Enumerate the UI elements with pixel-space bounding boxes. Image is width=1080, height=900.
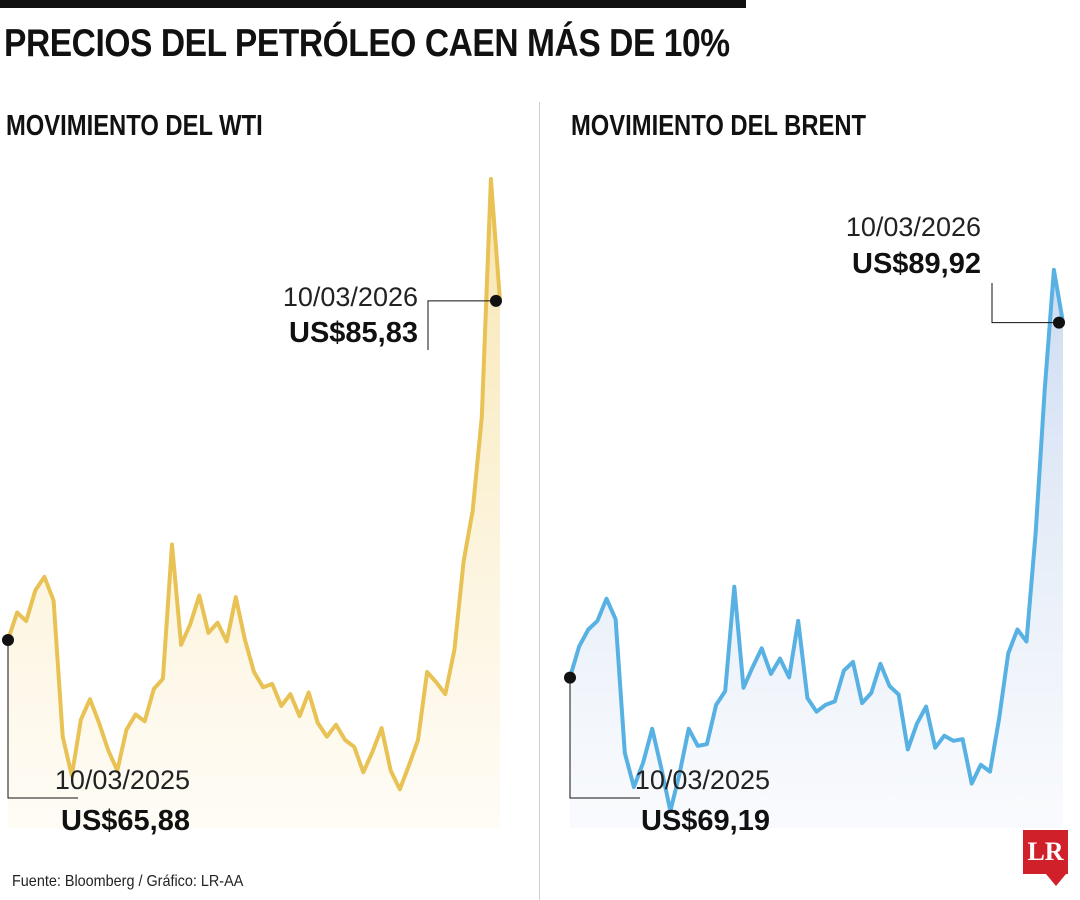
brent-start-leader	[569, 677, 640, 799]
brent-start-marker	[564, 671, 576, 684]
brent-start-date: 10/03/2025	[635, 765, 770, 795]
page-title: PRECIOS DEL PETRÓLEO CAEN MÁS DE 10%	[4, 22, 730, 65]
wti-end-marker	[490, 294, 502, 307]
brent-start-value: US$69,19	[641, 805, 770, 837]
wti-start-marker	[2, 634, 14, 647]
wti-start-leader	[7, 640, 78, 799]
top-rule	[0, 0, 746, 8]
wti-start-value: US$65,88	[61, 805, 190, 837]
lr-logo: LR	[1023, 830, 1068, 874]
wti-end-value: US$85,83	[289, 317, 418, 349]
wti-area	[8, 179, 500, 828]
brent-end-value: US$89,92	[852, 248, 981, 280]
wti-end-leader	[427, 300, 496, 350]
wti-price-line	[6, 177, 502, 792]
source-note: Fuente: Bloomberg / Gráfico: LR-AA	[12, 873, 244, 890]
lr-logo-tail	[1046, 874, 1066, 886]
wti-panel-title: MOVIMIENTO DEL WTI	[6, 110, 263, 142]
brent-end-marker	[1053, 316, 1065, 329]
brent-end-date: 10/03/2026	[846, 212, 981, 242]
brent-end-leader	[991, 283, 1059, 324]
brent-panel-title: MOVIMIENTO DEL BRENT	[571, 110, 867, 142]
wti-end-date: 10/03/2026	[283, 282, 418, 312]
brent-chart: 10/03/2025 US$69,19 10/03/2026 US$89,92	[564, 212, 1065, 837]
wti-start-date: 10/03/2025	[55, 765, 190, 795]
wti-chart: 10/03/2025 US$65,88 10/03/2026 US$85,83	[2, 177, 502, 837]
brent-price-line	[568, 267, 1065, 813]
brent-area	[570, 269, 1063, 828]
panel-divider	[539, 102, 540, 900]
